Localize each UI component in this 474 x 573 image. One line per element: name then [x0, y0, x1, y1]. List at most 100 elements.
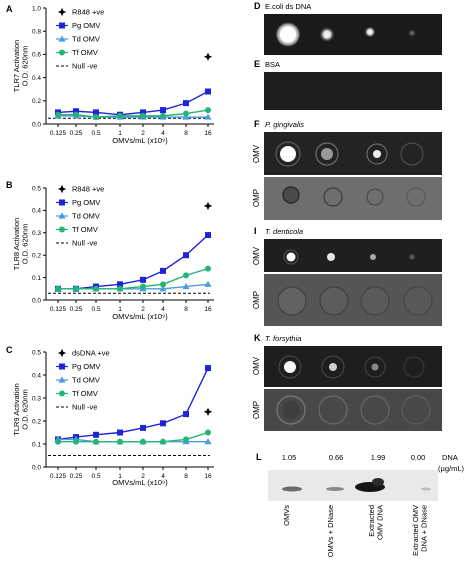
point-tf [205, 265, 211, 272]
chart-c: 0.0 0.1 0.2 0.3 0.4 0.5 0.125 0.25 0.5 1 2 4 8 16 TLR9… [12, 349, 214, 487]
gel-k-omv-ring-1 [278, 355, 302, 379]
legend-marker-control [57, 348, 67, 358]
legend-label-td: Td OMV [72, 212, 100, 221]
blot-lane-label: OMVs [282, 505, 291, 526]
blot-unit-line1: DNA [442, 453, 458, 462]
legend-marker-tf [59, 226, 65, 233]
gel-i-omv-spot-1 [286, 252, 296, 262]
point-pg [73, 108, 79, 115]
point-tf [73, 438, 79, 445]
gel-f-omp-spot-3 [366, 188, 384, 206]
point-tf [183, 272, 189, 279]
gel-k-row1-label: OMV [252, 356, 261, 375]
control-point [203, 201, 213, 211]
gel-i-omv-spot-4 [409, 254, 415, 260]
gel-k-omv-spot-3 [371, 363, 379, 371]
gel-k-omv-spot-2 [329, 363, 337, 371]
point-td [204, 438, 212, 445]
x-tick-label: 0.25 [70, 130, 83, 137]
gel-f-row1-label: OMV [252, 144, 261, 163]
legend-marker-td [58, 376, 66, 383]
gel-i-row1-label: OMV [252, 246, 261, 265]
y-tick-label: 0.0 [32, 297, 41, 304]
y-tick-label: 0.5 [32, 349, 41, 356]
point-tf [183, 436, 189, 443]
gel-f-omv-spot-1 [280, 146, 296, 162]
point-td [159, 285, 167, 292]
legend-marker-pg [59, 363, 65, 370]
x-tick-label: 8 [184, 130, 188, 137]
panel-label-f: F [254, 119, 260, 129]
x-tick-label: 8 [184, 473, 188, 480]
gel-k-row2-label: OMP [252, 401, 261, 419]
legend-label-td: Td OMV [72, 35, 100, 44]
point-tf [73, 285, 79, 292]
point-pg [140, 109, 146, 116]
x-tick-label: 0.25 [70, 473, 83, 480]
y-tick-label: 1.0 [32, 5, 41, 12]
gel-f-row2-label: OMP [252, 189, 261, 207]
point-tf [160, 281, 166, 288]
gel-f-omv-ring-1 [275, 141, 301, 167]
panel-label-a: A [6, 4, 13, 14]
point-tf [117, 285, 123, 292]
y-tick-label: 0.6 [32, 52, 41, 59]
point-pg [160, 420, 166, 427]
series-line-tf [58, 109, 209, 118]
legend-marker-control [57, 7, 67, 17]
point-tf [160, 438, 166, 445]
y-tick-label: 0.0 [32, 464, 41, 471]
y-tick-label: 0.4 [32, 372, 41, 379]
legend-marker-tf [59, 390, 65, 397]
point-tf [140, 112, 146, 119]
x-axis-label: OMVs/mL (x10⁹) [112, 478, 168, 487]
gel-f-omp-spot-4 [406, 187, 426, 207]
gel-i-omp-spot-3 [360, 286, 390, 316]
legend-marker-pg [59, 22, 65, 29]
point-pg [183, 252, 189, 259]
gel-k-omp-spot-2 [318, 395, 348, 425]
panel-label-l: L [256, 452, 262, 462]
series-line-pg [57, 90, 209, 116]
gel-f-title: P. gingivalis [265, 120, 304, 129]
control-point [203, 52, 213, 61]
legend-label-tf: Tf OMV [72, 225, 98, 234]
legend-label-pg: Pg OMV [72, 198, 100, 207]
tlr-charts: 0.00.20.40.60.81.00.125 0.25 0.5 1 2 4 8 16TLR7… [12, 5, 214, 487]
blot-band-1 [282, 486, 302, 492]
point-pg [140, 276, 146, 283]
chart-a: 0.0 0.2 0.4 0.6 0.8 1.0 0.125 0.25 0.5 1 2 4 8 16 TLR7… [12, 5, 214, 145]
point-tf [55, 285, 61, 292]
gel-d-spot-2 [319, 26, 335, 43]
legend-label-tf: Tf OMV [72, 389, 98, 398]
point-td [204, 280, 212, 287]
x-tick-label: 0.125 [50, 473, 67, 480]
blot-lane-label: ExtractedOMV DNA [367, 505, 385, 540]
gel-e-image [264, 72, 442, 110]
gel-d-spot-3 [364, 26, 376, 38]
control-point [203, 407, 213, 416]
x-tick-label: 0.5 [91, 130, 100, 137]
gel-e-title: BSA [265, 60, 280, 69]
point-pg [160, 107, 166, 114]
series-line-tf [58, 267, 209, 290]
gel-i-omp-spot-1 [277, 286, 307, 316]
point-tf [93, 114, 99, 121]
series-line-tf [58, 431, 209, 443]
y-tick-label: 0.2 [32, 418, 41, 425]
point-pg [140, 424, 146, 431]
x-tick-label: 16 [204, 473, 212, 480]
gel-k-omp-spot-1 [276, 395, 306, 425]
y-axis-label: TLR9 ActivationO.D. 620nm [12, 383, 30, 436]
x-axis-label: OMVs/mL (x10⁹) [112, 136, 168, 145]
point-tf [117, 112, 123, 119]
x-tick-label: 2 [141, 473, 145, 480]
legend-label-null: Null -ve [72, 62, 97, 71]
gel-i-row2-label: OMP [252, 291, 261, 309]
x-tick-label: 0.5 [91, 473, 100, 480]
blot-value-2: 0.66 [329, 453, 344, 462]
gel-f-omp-spot-1 [282, 186, 300, 204]
panel-label-e: E [254, 59, 260, 69]
legend-label-null: Null -ve [72, 239, 97, 248]
point-pg [93, 431, 99, 438]
